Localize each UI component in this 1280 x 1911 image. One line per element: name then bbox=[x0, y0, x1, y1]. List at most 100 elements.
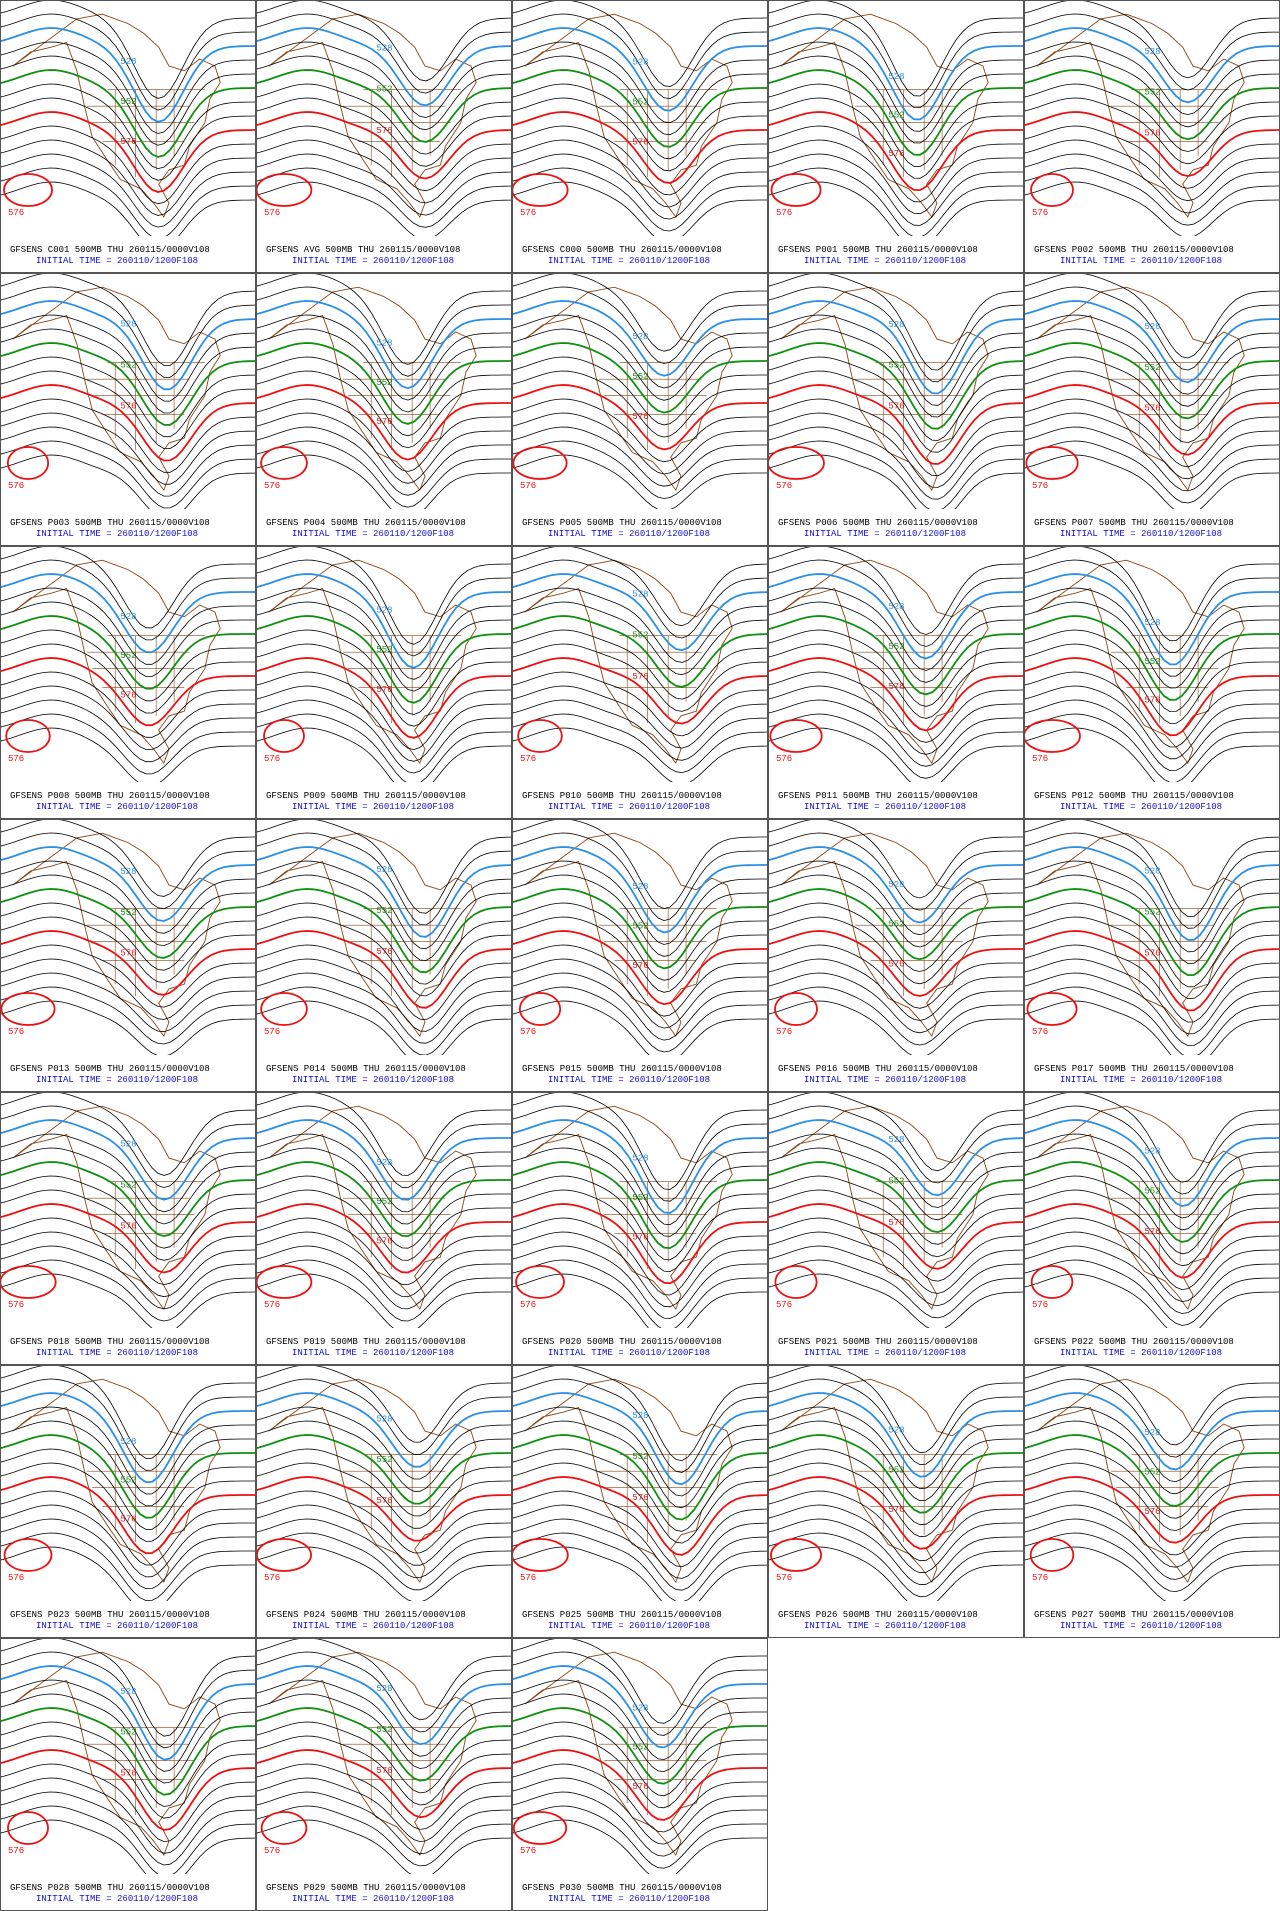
height-contour bbox=[256, 1000, 512, 1055]
coastline bbox=[780, 1378, 989, 1584]
height-contour bbox=[1024, 699, 1280, 772]
height-contour bbox=[1024, 1532, 1280, 1593]
key-contour bbox=[512, 1434, 768, 1521]
height-contour bbox=[0, 819, 256, 897]
height-contour bbox=[0, 0, 256, 99]
panel-subtitle: INITIAL TIME = 260110/1200F108 bbox=[1060, 1075, 1222, 1085]
key-contour bbox=[1024, 1434, 1280, 1507]
height-contour bbox=[1024, 1462, 1280, 1531]
height-contour bbox=[512, 1638, 768, 1724]
panel-subtitle: INITIAL TIME = 260110/1200F108 bbox=[1060, 529, 1222, 539]
key-contour bbox=[256, 342, 512, 425]
key-contour bbox=[1024, 384, 1280, 456]
key-contour bbox=[1024, 1161, 1280, 1243]
panel-title: GFSENS P021 500MB THU 260115/0000V108 bbox=[778, 1337, 978, 1347]
height-contour bbox=[0, 1721, 256, 1807]
key-contour bbox=[1024, 342, 1280, 420]
map-area: 528 552 576 576 bbox=[0, 273, 256, 509]
key-contour bbox=[256, 846, 512, 938]
key-contour bbox=[0, 1749, 256, 1831]
height-contour bbox=[256, 1490, 512, 1554]
height-contour bbox=[512, 1448, 768, 1532]
panel-subtitle: INITIAL TIME = 260110/1200F108 bbox=[36, 1348, 198, 1358]
contour-label: 576 bbox=[776, 481, 792, 491]
height-contour bbox=[256, 944, 512, 1021]
panel-border bbox=[0, 0, 256, 273]
height-contour bbox=[0, 1763, 256, 1843]
height-contour bbox=[0, 1546, 256, 1601]
contour-label: 528 bbox=[120, 1687, 136, 1697]
contour-label: 528 bbox=[1144, 322, 1160, 332]
height-contour bbox=[0, 944, 256, 1008]
contour-label: 576 bbox=[520, 1300, 536, 1310]
height-contour bbox=[512, 1490, 768, 1568]
key-contour bbox=[0, 1434, 256, 1519]
panel-subtitle: INITIAL TIME = 260110/1200F108 bbox=[804, 802, 966, 812]
height-contour bbox=[1024, 685, 1280, 760]
height-contour bbox=[0, 1133, 256, 1213]
map-area: 528 552 576 576 bbox=[0, 1092, 256, 1328]
height-contour bbox=[0, 860, 256, 934]
height-contour bbox=[256, 1105, 512, 1189]
contour-label: 576 bbox=[520, 1573, 536, 1583]
height-contour bbox=[768, 139, 1024, 215]
height-contour bbox=[512, 1763, 768, 1833]
height-contour bbox=[256, 1651, 512, 1733]
coastline bbox=[268, 1378, 477, 1584]
key-contour bbox=[512, 930, 768, 1006]
map-area: 528 552 576 576 bbox=[1024, 273, 1280, 509]
height-contour bbox=[1024, 1378, 1280, 1458]
height-contour bbox=[512, 1651, 768, 1736]
key-contour bbox=[0, 657, 256, 727]
contour-label: 528 bbox=[888, 1135, 904, 1145]
height-contour bbox=[512, 328, 768, 401]
height-contour bbox=[512, 1133, 768, 1226]
closed-contour bbox=[256, 173, 313, 207]
height-contour bbox=[512, 1721, 768, 1797]
height-contour bbox=[256, 1217, 512, 1286]
height-contour bbox=[768, 125, 1024, 203]
closed-contour bbox=[260, 1811, 308, 1845]
panel-border bbox=[768, 819, 1024, 1092]
panel-subtitle: INITIAL TIME = 260110/1200F108 bbox=[1060, 802, 1222, 812]
height-contour bbox=[256, 370, 512, 449]
height-contour bbox=[0, 167, 256, 236]
panel-subtitle: INITIAL TIME = 260110/1200F108 bbox=[548, 1894, 710, 1904]
height-contour bbox=[512, 1217, 768, 1296]
height-contour bbox=[1024, 328, 1280, 407]
contour-label: 576 bbox=[632, 1782, 648, 1792]
panel-title: GFSENS P014 500MB THU 260115/0000V108 bbox=[266, 1064, 466, 1074]
key-contour bbox=[256, 300, 512, 390]
height-contour bbox=[512, 1805, 768, 1869]
height-contour bbox=[512, 902, 768, 981]
height-contour bbox=[256, 713, 512, 782]
map-panel: 528 552 576 576 GFSENS P025 500MB THU 260115… bbox=[512, 1365, 768, 1638]
key-contour bbox=[256, 27, 512, 107]
height-contour bbox=[1024, 454, 1280, 509]
height-contour bbox=[512, 1679, 768, 1761]
height-contour bbox=[768, 426, 1024, 500]
closed-contour bbox=[260, 446, 308, 480]
map-panel: 528 552 576 576 GFSENS P006 500MB THU 260115… bbox=[768, 273, 1024, 546]
map-panel: 528 552 576 576 GFSENS P017 500MB THU 260115… bbox=[1024, 819, 1280, 1092]
height-contour bbox=[512, 412, 768, 475]
panel-subtitle: INITIAL TIME = 260110/1200F108 bbox=[804, 1348, 966, 1358]
panel-subtitle: INITIAL TIME = 260110/1200F108 bbox=[36, 1621, 198, 1631]
height-contour bbox=[512, 1378, 768, 1473]
panel-border bbox=[0, 1365, 256, 1638]
height-contour bbox=[1024, 1504, 1280, 1568]
coastline bbox=[12, 1651, 221, 1857]
coastline bbox=[268, 286, 477, 492]
height-contour bbox=[768, 13, 1024, 109]
contour-label: 576 bbox=[520, 1027, 536, 1037]
contour-label: 576 bbox=[120, 949, 136, 959]
height-contour bbox=[1024, 356, 1280, 431]
height-contour bbox=[768, 1175, 1024, 1245]
coastline bbox=[1036, 13, 1245, 219]
height-contour bbox=[256, 286, 512, 377]
height-contour bbox=[512, 125, 768, 196]
map-area: 528 552 576 576 bbox=[512, 0, 768, 236]
panel-subtitle: INITIAL TIME = 260110/1200F108 bbox=[292, 1621, 454, 1631]
height-contour bbox=[512, 0, 768, 88]
coastline bbox=[268, 1651, 477, 1857]
